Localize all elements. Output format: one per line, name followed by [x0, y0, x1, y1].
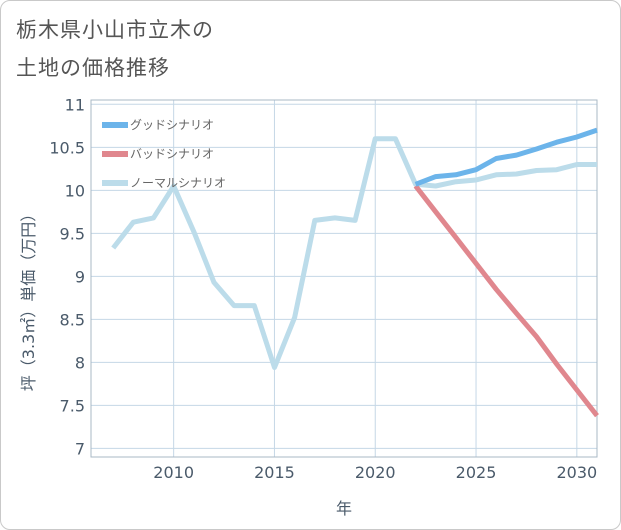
series-lines [111, 127, 599, 418]
y-tick-label: 10.5 [49, 138, 85, 157]
series-line-1 [413, 184, 599, 418]
series-line-2 [111, 136, 597, 370]
x-tick-label: 2025 [456, 463, 497, 482]
x-tick-label: 2015 [254, 463, 295, 482]
series-line-0 [414, 127, 598, 187]
y-tick-label: 7.5 [60, 396, 85, 415]
y-tick-label: 7 [75, 439, 85, 458]
chart-title-line-2: 土地の価格推移 [16, 56, 170, 80]
y-tick-label: 9 [75, 267, 85, 286]
y-tick-label: 9.5 [60, 224, 85, 243]
legend-label-2: ノーマルシナリオ [130, 176, 226, 190]
x-tick-label: 2020 [355, 463, 396, 482]
y-tick-label: 8.5 [60, 310, 85, 329]
plot-frame [90, 99, 598, 458]
y-tick-label: 8 [75, 353, 85, 372]
y-axis-title: 坪（3.3㎡）単価（万円） [19, 206, 38, 391]
legend-label-1: バッドシナリオ [130, 147, 214, 161]
legend-label-0: グッドシナリオ [130, 118, 214, 132]
x-tick-label: 2030 [556, 463, 597, 482]
y-tick-label: 11 [65, 95, 85, 114]
x-tick-label: 2010 [153, 463, 194, 482]
tick-labels: 7 7.5 8 8.5 9 9.5 10 10.5 11 2010 2015 2020 2025 2030 [49, 95, 597, 482]
chart-title-line-1: 栃木県小山市立木の [16, 18, 214, 42]
y-tick-label: 10 [65, 181, 85, 200]
x-axis-title: 年 [336, 499, 352, 518]
